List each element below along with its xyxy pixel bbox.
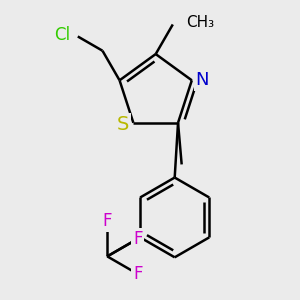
Text: N: N bbox=[196, 71, 209, 89]
Text: F: F bbox=[133, 230, 142, 248]
Text: F: F bbox=[133, 265, 142, 283]
Text: F: F bbox=[103, 212, 112, 230]
Text: Cl: Cl bbox=[54, 26, 70, 44]
Text: S: S bbox=[117, 115, 129, 134]
Text: CH₃: CH₃ bbox=[186, 15, 214, 30]
